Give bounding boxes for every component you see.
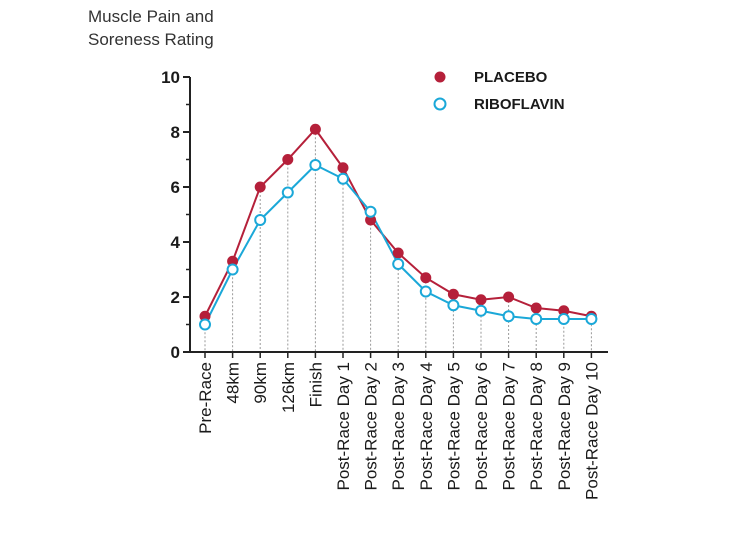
x-ticks: Pre-Race 48km 90km 126km Finish Post-Race Day…	[196, 352, 601, 500]
y-tick-label: 8	[171, 123, 180, 142]
data-point-placebo	[420, 272, 432, 284]
data-point-riboflavin	[530, 313, 543, 325]
y-tick-label: 10	[161, 68, 180, 87]
y-axis-label-line-1: Muscle Pain and	[88, 7, 214, 26]
data-point-placebo	[337, 162, 349, 174]
series-group	[199, 123, 598, 331]
y-tick-label: 2	[171, 288, 180, 307]
x-tick-label: Post-Race Day 6	[472, 362, 491, 491]
data-point-riboflavin	[502, 310, 515, 323]
x-tick-label: Post-Race Day 9	[555, 362, 574, 491]
x-tick-label: Post-Race Day 2	[362, 362, 381, 491]
data-point-riboflavin	[557, 313, 570, 325]
x-tick-label: 48km	[224, 362, 243, 404]
y-ticks: 0 2 4 6 8 10	[161, 68, 190, 362]
data-point-riboflavin	[392, 258, 405, 270]
data-point-riboflavin	[254, 214, 267, 226]
data-point-placebo	[475, 294, 487, 306]
legend-marker-placebo	[434, 71, 446, 83]
y-tick-label: 0	[171, 343, 180, 362]
data-point-riboflavin	[419, 285, 432, 298]
legend: PLACEBO RIBOFLAVIN	[433, 69, 565, 113]
y-axis-label-line-2: Soreness Rating	[88, 30, 214, 49]
x-tick-label: 126km	[279, 362, 298, 413]
data-point-placebo	[503, 291, 515, 303]
y-tick-label: 4	[171, 233, 181, 252]
y-tick-label: 6	[171, 178, 180, 197]
data-point-placebo	[447, 288, 459, 300]
legend-label-riboflavin: RIBOFLAVIN	[474, 96, 565, 113]
x-tick-label: Post-Race Day 3	[389, 362, 408, 491]
data-point-placebo	[254, 181, 266, 193]
x-tick-label: Finish	[306, 362, 325, 407]
legend-marker-riboflavin	[433, 97, 447, 111]
data-point-riboflavin	[226, 263, 239, 276]
x-tick-label: Post-Race Day 8	[527, 362, 546, 491]
data-point-riboflavin	[309, 159, 322, 171]
x-tick-label: Pre-Race	[196, 362, 215, 434]
data-point-riboflavin	[281, 186, 294, 199]
data-point-placebo	[309, 123, 321, 135]
data-point-riboflavin	[337, 172, 349, 185]
data-point-placebo	[282, 154, 294, 165]
axes	[189, 77, 608, 353]
x-tick-label: Post-Race Day 4	[417, 362, 436, 491]
data-point-riboflavin	[364, 205, 377, 218]
legend-label-placebo: PLACEBO	[474, 69, 548, 86]
x-tick-label: Post-Race Day 10	[582, 362, 601, 500]
data-point-riboflavin	[475, 304, 487, 317]
x-tick-label: Post-Race Day 7	[500, 362, 519, 491]
data-point-riboflavin	[447, 299, 460, 312]
data-point-placebo	[530, 302, 542, 314]
data-point-placebo	[392, 247, 404, 259]
x-tick-label: 90km	[251, 362, 270, 404]
x-tick-label: Post-Race Day 5	[444, 362, 463, 491]
data-point-riboflavin	[585, 313, 598, 325]
x-tick-label: Post-Race Day 1	[334, 362, 353, 491]
data-point-riboflavin	[199, 318, 211, 331]
